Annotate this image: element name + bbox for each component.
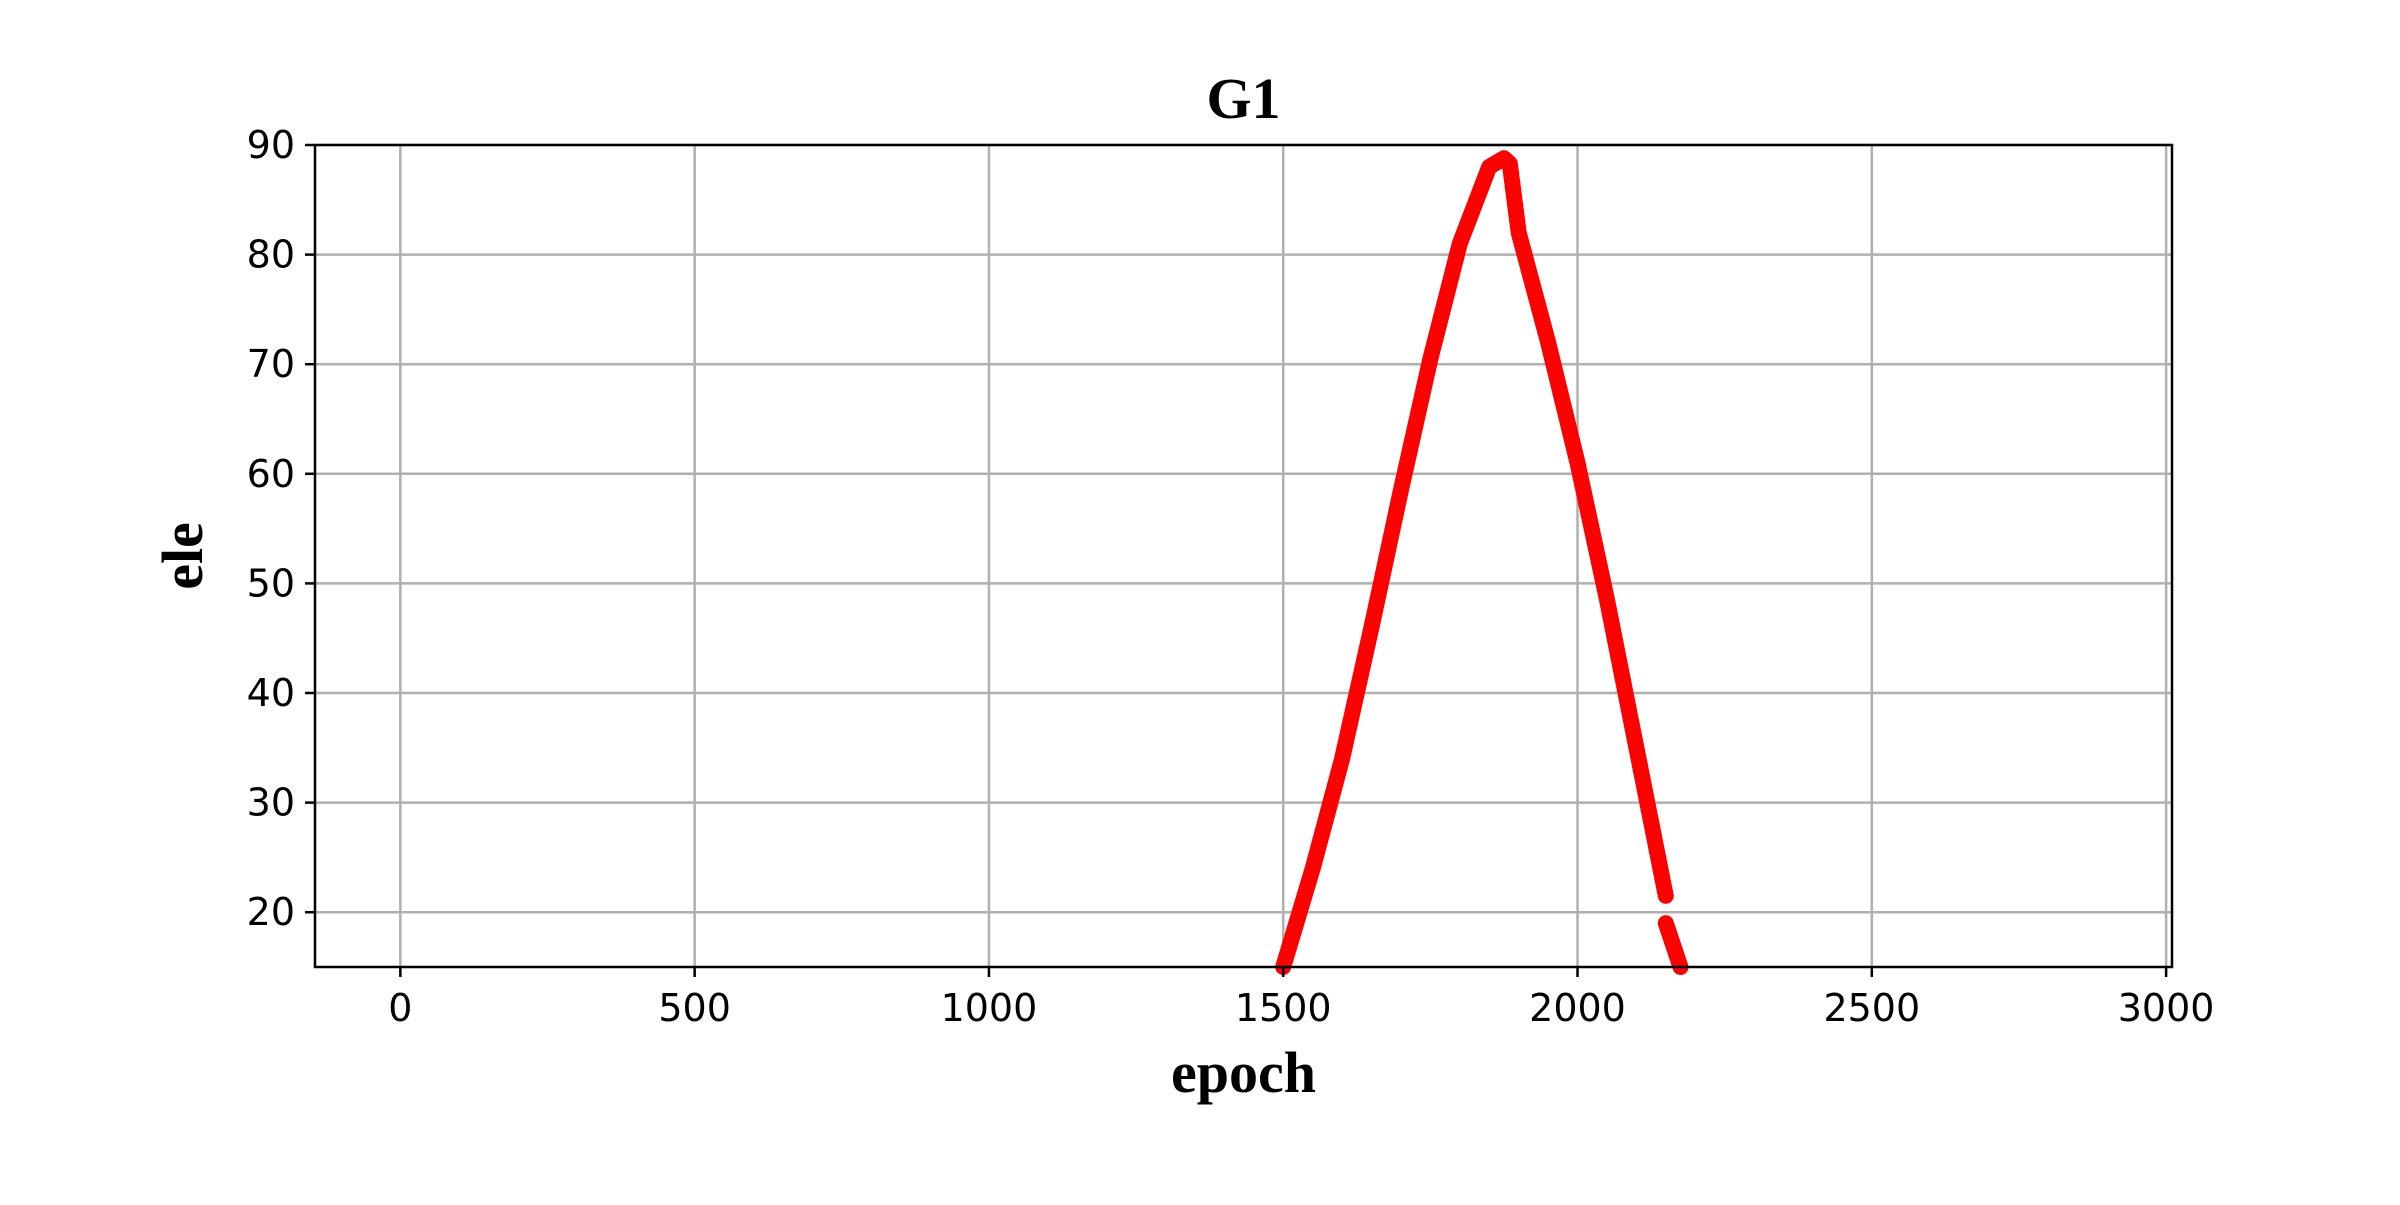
y-tick-label: 60 xyxy=(247,452,295,496)
x-tick-label: 2000 xyxy=(1529,986,1626,1030)
x-tick-label: 2500 xyxy=(1823,986,1920,1030)
x-tick-label: 3000 xyxy=(2118,986,2215,1030)
x-axis-label: epoch xyxy=(1171,1040,1316,1105)
plot-frame xyxy=(313,143,2174,969)
y-axis-label: ele xyxy=(150,522,215,590)
series-trace xyxy=(1275,150,1674,975)
y-tick-label: 90 xyxy=(247,123,295,167)
x-tick-label: 500 xyxy=(658,986,731,1030)
series-trace xyxy=(1657,915,1689,975)
x-tick-label: 0 xyxy=(388,986,412,1030)
y-tick-label: 20 xyxy=(247,890,295,934)
series-layer xyxy=(1275,150,1689,975)
y-tick-label: 50 xyxy=(247,561,295,605)
x-tick-label: 1000 xyxy=(941,986,1038,1030)
y-tick-label: 30 xyxy=(247,781,295,825)
grid-layer xyxy=(315,143,2172,967)
y-tick-label: 80 xyxy=(247,233,295,277)
y-tick-label: 70 xyxy=(247,342,295,386)
chart-title: G1 xyxy=(1206,66,1280,131)
x-tick-label: 1500 xyxy=(1235,986,1332,1030)
y-tick-label: 40 xyxy=(247,671,295,715)
tick-layer: 0 500 1000 1500 2000 2500 3000 20 30 40 50 60 70 80 90 xyxy=(247,123,2215,1030)
